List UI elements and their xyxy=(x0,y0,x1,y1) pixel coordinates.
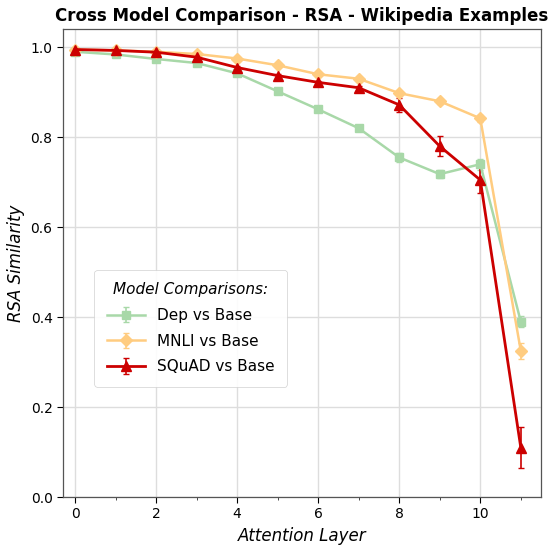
Legend: Dep vs Base, MNLI vs Base, SQuAD vs Base: Dep vs Base, MNLI vs Base, SQuAD vs Base xyxy=(94,270,287,386)
Title: Cross Model Comparison - RSA - Wikipedia Examples: Cross Model Comparison - RSA - Wikipedia… xyxy=(55,7,548,25)
X-axis label: Attention Layer: Attention Layer xyxy=(238,527,366,545)
Y-axis label: RSA Similarity: RSA Similarity xyxy=(7,204,25,322)
